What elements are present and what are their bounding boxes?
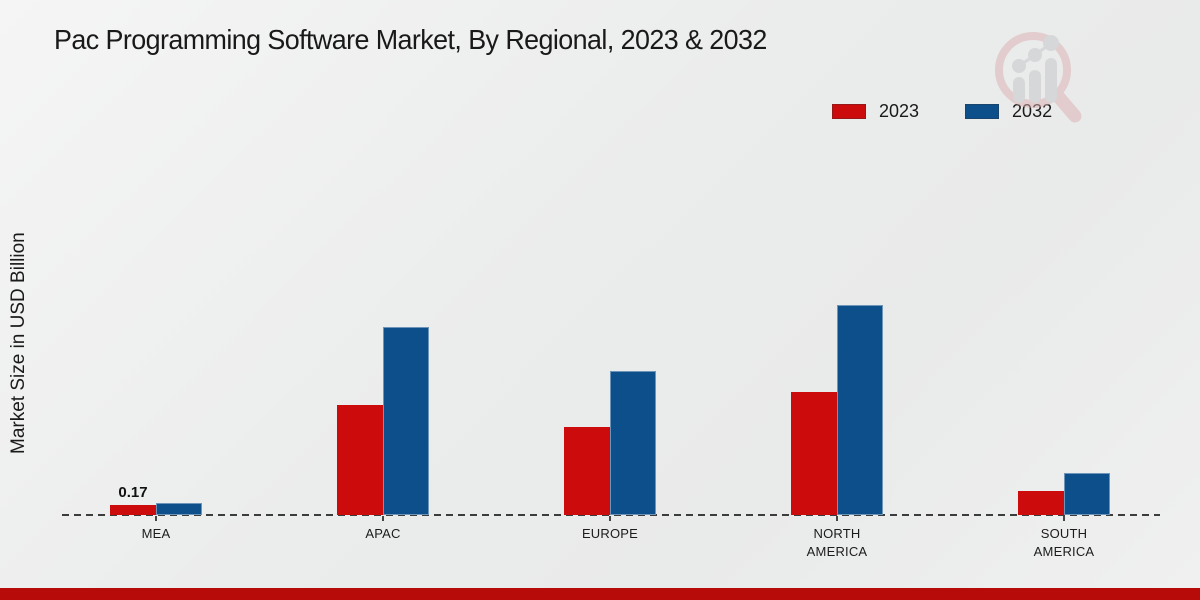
- bar-value-label: 0.17: [118, 484, 148, 501]
- x-category-label-south-america: SOUTH AMERICA: [1033, 526, 1095, 559]
- x-category-label-europe: EUROPE: [581, 526, 639, 541]
- footer-accent-bar: [0, 588, 1200, 600]
- legend-item-2023: 2023: [832, 101, 919, 122]
- bar-2023-apac: [337, 405, 383, 515]
- x-tick-apac: [382, 516, 384, 521]
- x-tick-europe: [609, 516, 611, 521]
- bar-2023-south-america: [1018, 491, 1064, 515]
- bar-2032-apac: [383, 327, 429, 515]
- legend-label-2023: 2023: [879, 101, 920, 121]
- x-tick-mea: [155, 516, 157, 521]
- x-axis-baseline: [62, 514, 1160, 516]
- x-category-label-mea: MEA: [141, 526, 171, 541]
- bar-2023-europe: [564, 427, 610, 515]
- x-category-label-apac: APAC: [365, 526, 401, 541]
- magnifier-bar-chart-logo-icon: [995, 32, 1082, 123]
- bar-2023-north-america: [791, 392, 837, 515]
- bar-2032-europe: [610, 371, 656, 515]
- bar-2023-mea: [110, 505, 156, 515]
- bar-2032-north-america: [837, 305, 883, 515]
- bar-2032-mea: [156, 503, 202, 515]
- chart-title: Pac Programming Software Market, By Regi…: [54, 24, 767, 55]
- bar-2032-south-america: [1064, 473, 1110, 515]
- x-tick-south-america: [1063, 516, 1065, 521]
- legend-swatch-2032: [965, 104, 1000, 119]
- x-tick-north-america: [836, 516, 838, 521]
- x-category-label-north-america: NORTH AMERICA: [806, 526, 868, 559]
- legend-swatch-2023: [832, 104, 866, 119]
